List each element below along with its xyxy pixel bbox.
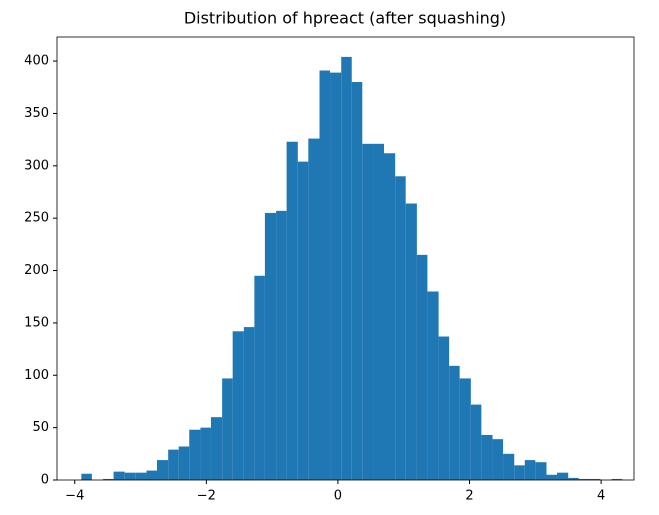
bar bbox=[546, 474, 558, 480]
bar bbox=[232, 331, 244, 480]
bar bbox=[481, 434, 493, 480]
bar bbox=[362, 143, 374, 480]
bar bbox=[210, 417, 223, 480]
bar bbox=[308, 138, 320, 480]
bar bbox=[535, 462, 547, 480]
bar bbox=[178, 446, 190, 480]
y-tick-label: 400 bbox=[24, 54, 49, 69]
bar bbox=[168, 449, 179, 480]
bar bbox=[351, 82, 363, 481]
bar bbox=[589, 478, 601, 480]
bar bbox=[276, 210, 287, 480]
plot-frame bbox=[56, 36, 635, 481]
x-tick-label: 4 bbox=[597, 489, 605, 504]
bar bbox=[243, 327, 255, 480]
x-tick-label: 2 bbox=[465, 489, 473, 504]
y-tick-label: 0 bbox=[41, 473, 49, 488]
bar bbox=[568, 477, 579, 480]
bar bbox=[341, 56, 352, 480]
bar bbox=[157, 460, 169, 480]
bar bbox=[395, 176, 406, 480]
x-tick-label: 0 bbox=[334, 489, 342, 504]
y-tick-label: 50 bbox=[32, 420, 49, 435]
bar bbox=[189, 429, 201, 480]
bar bbox=[438, 336, 450, 480]
chart-title: Distribution of hpreact (after squashing… bbox=[184, 9, 506, 28]
bar bbox=[297, 161, 309, 481]
bar bbox=[514, 465, 525, 480]
y-tick-label: 350 bbox=[24, 106, 49, 121]
bar bbox=[124, 472, 136, 480]
bar bbox=[503, 453, 515, 480]
bar bbox=[103, 478, 114, 480]
y-tick-label: 100 bbox=[24, 368, 49, 383]
bar bbox=[319, 70, 331, 480]
bar bbox=[113, 471, 125, 480]
bar bbox=[405, 203, 417, 480]
bar bbox=[449, 365, 460, 480]
bar bbox=[254, 275, 265, 480]
bar bbox=[416, 254, 428, 480]
bar bbox=[459, 378, 471, 480]
bar bbox=[81, 473, 92, 480]
y-tick-label: 150 bbox=[24, 315, 49, 330]
bar bbox=[200, 427, 211, 480]
x-tick-label: −2 bbox=[197, 489, 216, 504]
bar bbox=[524, 460, 536, 480]
y-tick-label: 300 bbox=[24, 158, 49, 173]
bar bbox=[135, 472, 147, 480]
bar bbox=[222, 378, 233, 480]
bar bbox=[286, 141, 298, 480]
bar bbox=[264, 212, 277, 480]
bar bbox=[611, 478, 623, 480]
y-tick-label: 200 bbox=[24, 263, 49, 278]
bar bbox=[330, 72, 342, 480]
bar bbox=[146, 470, 158, 480]
bar bbox=[557, 472, 569, 480]
bar bbox=[427, 291, 439, 480]
bar bbox=[373, 143, 384, 480]
bar bbox=[383, 153, 396, 480]
bar bbox=[578, 478, 590, 480]
y-tick-label: 250 bbox=[24, 211, 49, 226]
x-tick-label: −4 bbox=[65, 489, 84, 504]
bar bbox=[492, 439, 504, 480]
bar bbox=[470, 404, 482, 480]
